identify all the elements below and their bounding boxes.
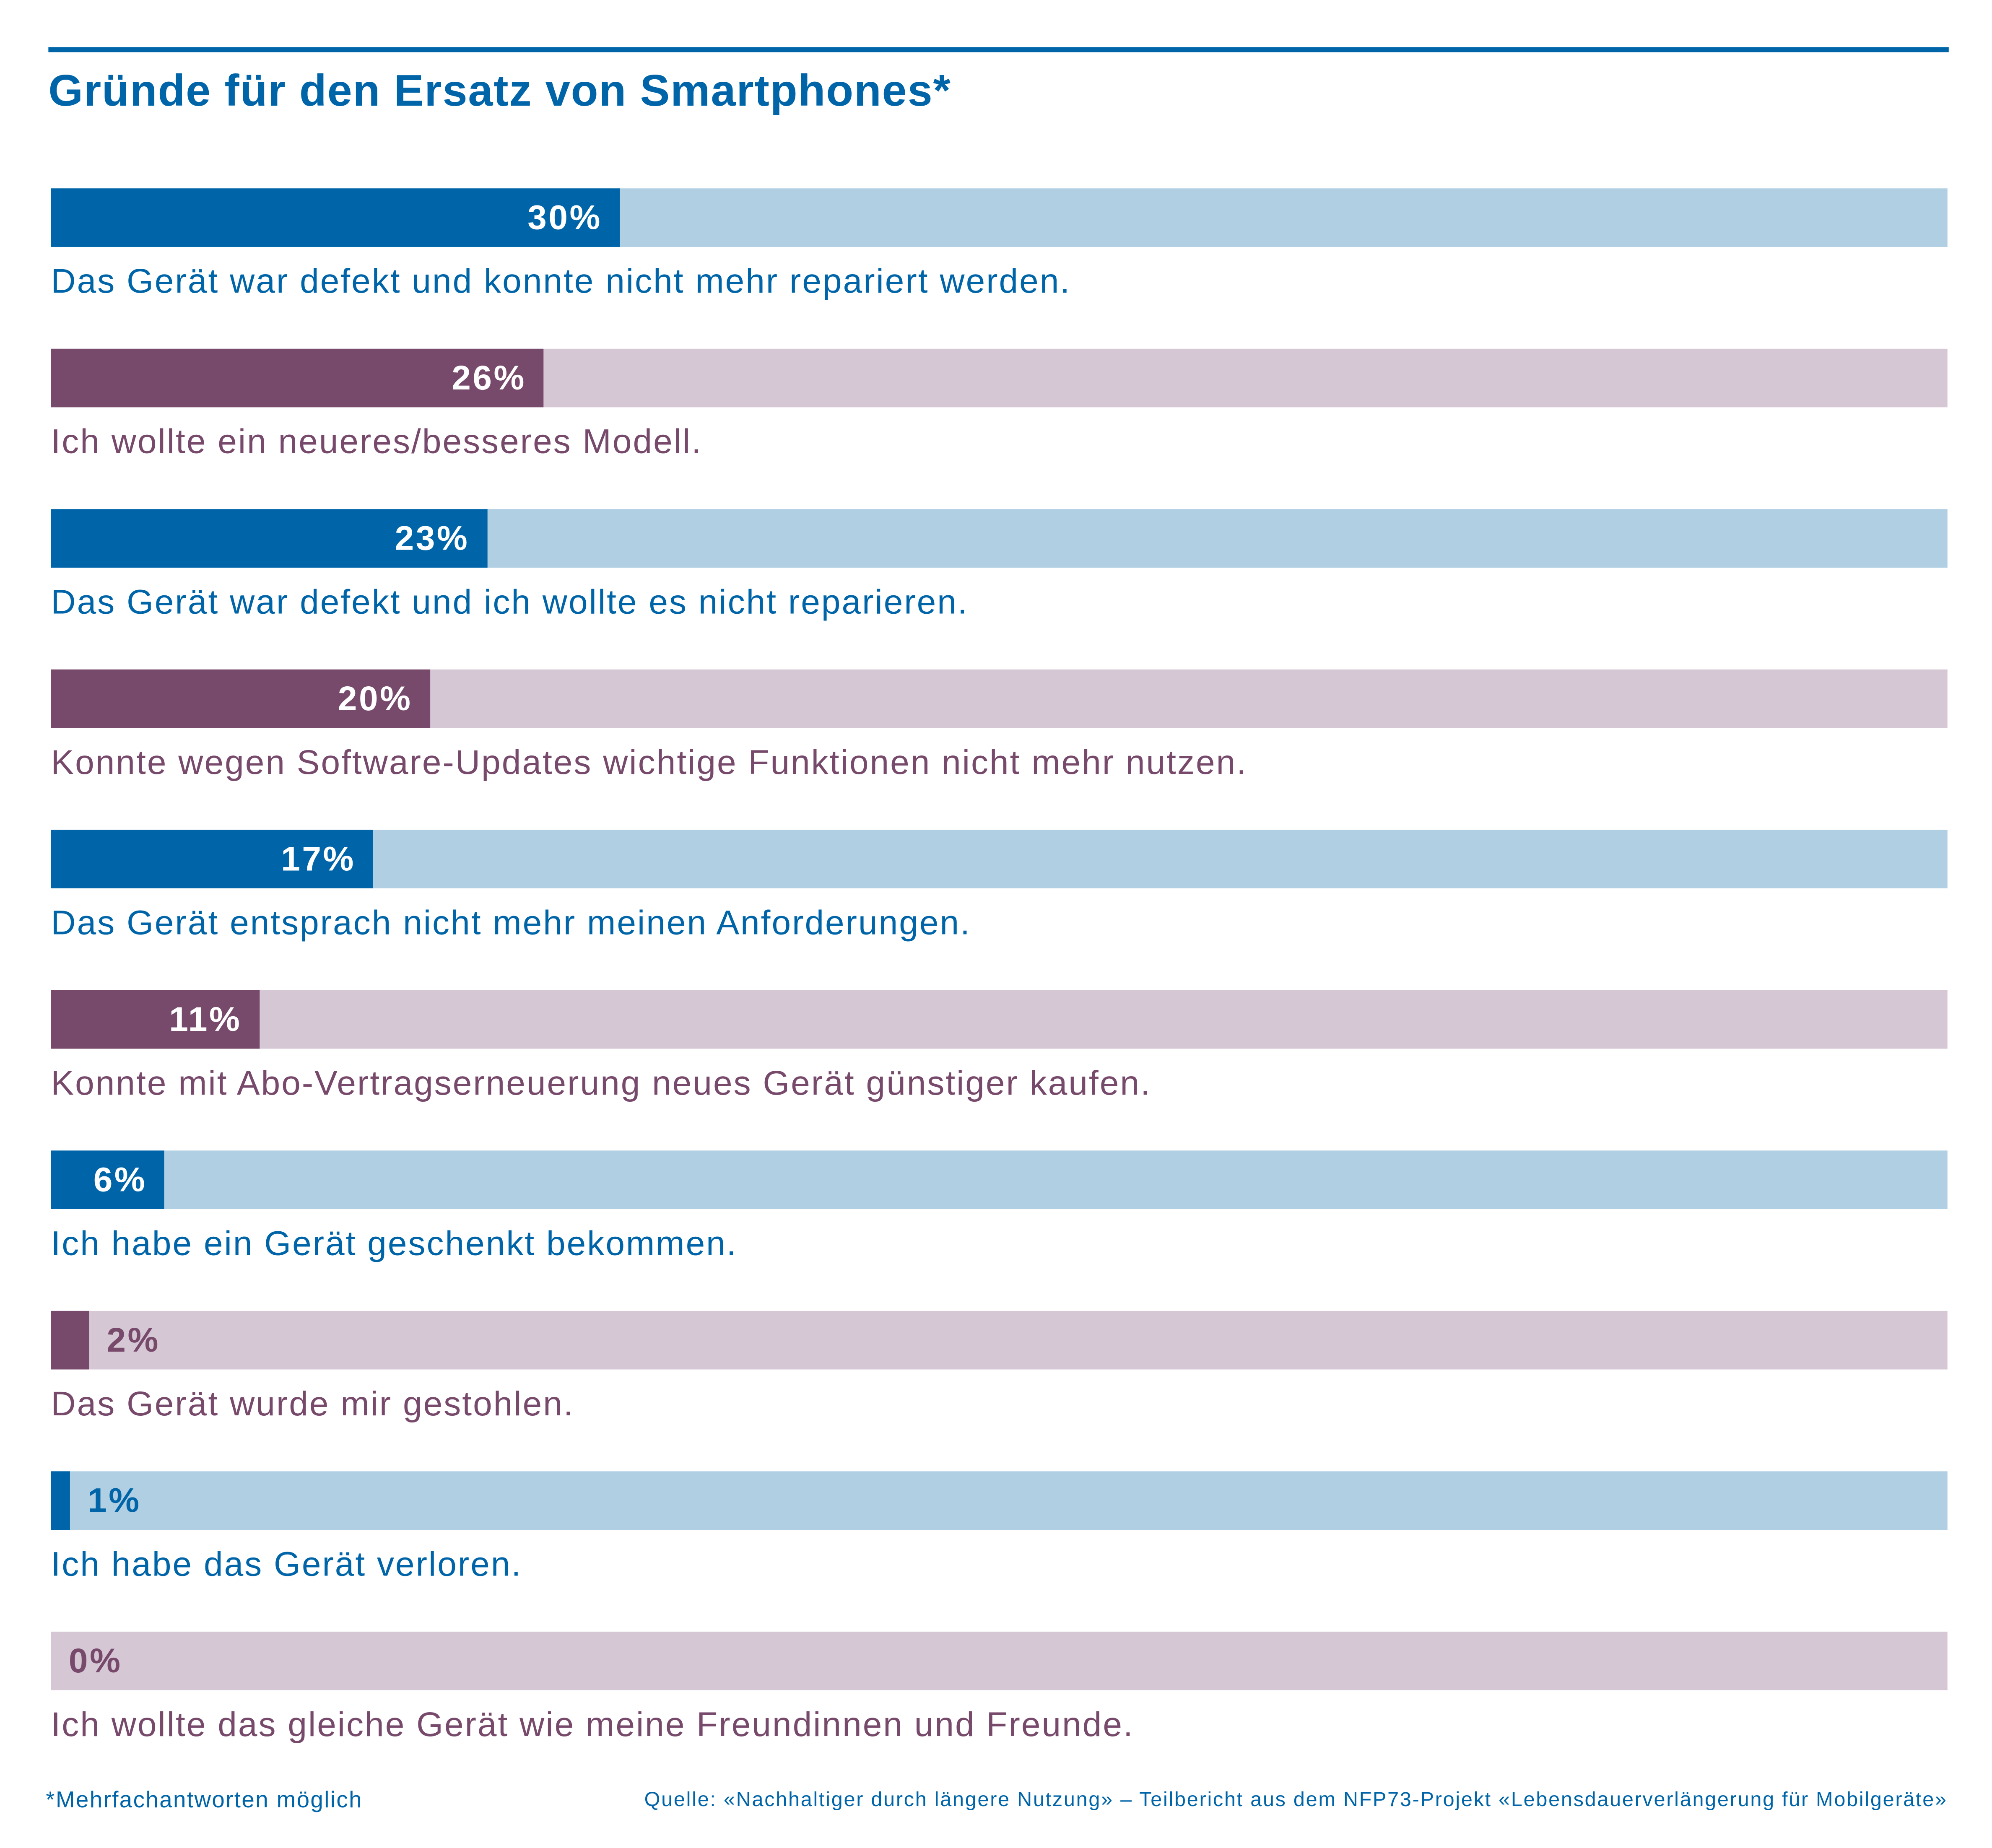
category-label: Das Gerät war defekt und konnte nicht me… <box>51 262 1071 301</box>
bar-value-label: 11% <box>169 1000 242 1039</box>
bar-value-label: 26% <box>452 359 527 397</box>
bar-track: 20% <box>51 669 1948 728</box>
footnote: *Mehrfachantworten möglich <box>46 1787 363 1812</box>
category-label: Ich wollte ein neueres/besseres Modell. <box>51 422 703 461</box>
bar-row: 20% Konnte wegen Software-Updates wichtig… <box>51 669 1948 822</box>
bar <box>51 669 431 728</box>
bar <box>51 188 620 247</box>
top-rule <box>48 47 1949 52</box>
bar-value-label: 23% <box>395 519 470 558</box>
source-note: Quelle: «Nachhaltiger durch längere Nutz… <box>644 1789 1948 1811</box>
category-label: Das Gerät wurde mir gestohlen. <box>51 1384 574 1423</box>
bar-value-label: 20% <box>338 680 413 718</box>
bar-value-label: 0% <box>68 1642 122 1680</box>
bar-track: 0% <box>51 1631 1948 1690</box>
category-label: Das Gerät war defekt und ich wollte es n… <box>51 583 969 621</box>
bar-value-label: 1% <box>88 1481 141 1520</box>
bar-value-label: 6% <box>93 1160 147 1199</box>
chart-title: Gründe für den Ersatz von Smartphones* <box>48 66 951 116</box>
bar <box>51 509 487 568</box>
category-label: Konnte wegen Software-Updates wichtige F… <box>51 743 1248 781</box>
bar <box>51 1311 89 1370</box>
bar <box>51 1471 70 1530</box>
bar-value-label: 2% <box>106 1321 160 1360</box>
category-label: Ich wollte das gleiche Gerät wie meine F… <box>51 1705 1134 1744</box>
bar <box>51 1150 165 1210</box>
category-label: Ich habe das Gerät verloren. <box>51 1545 522 1583</box>
bar-track: 11% <box>51 990 1948 1049</box>
bar-row: 26% Ich wollte ein neueres/besseres Model… <box>51 348 1948 501</box>
bar-row: 11% Konnte mit Abo-Vertragserneuerung neu… <box>51 990 1948 1143</box>
bar-track: 6% <box>51 1150 1948 1210</box>
category-label: Konnte mit Abo-Vertragserneuerung neues … <box>51 1064 1151 1103</box>
bar-value-label: 17% <box>281 840 356 878</box>
bar-value-label: 30% <box>527 198 602 237</box>
bar <box>51 990 260 1049</box>
bar-row: 1% Ich habe das Gerät verloren. <box>51 1471 1948 1624</box>
category-label: Das Gerät entsprach nicht mehr meinen An… <box>51 903 971 942</box>
bar-row: 2% Das Gerät wurde mir gestohlen. <box>51 1311 1948 1464</box>
bar-row: 6% Ich habe ein Gerät geschenkt bekommen. <box>51 1150 1948 1303</box>
bar-row: 30% Das Gerät war defekt und konnte nicht… <box>51 188 1948 341</box>
category-label: Ich habe ein Gerät geschenkt bekommen. <box>51 1224 738 1263</box>
bar-track: 17% <box>51 830 1948 888</box>
bar-row: 17% Das Gerät entsprach nicht mehr meinen… <box>51 830 1948 982</box>
bar-track: 23% <box>51 509 1948 568</box>
bar-track: 1% <box>51 1471 1948 1530</box>
bar <box>51 348 544 407</box>
bar-track: 30% <box>51 188 1948 247</box>
bar-track: 2% <box>51 1311 1948 1370</box>
bar <box>51 830 374 888</box>
bar-row: 0% Ich wollte das gleiche Gerät wie meine… <box>51 1631 1948 1784</box>
bar-row: 23% Das Gerät war defekt und ich wollte e… <box>51 509 1948 662</box>
bar-track: 26% <box>51 348 1948 407</box>
